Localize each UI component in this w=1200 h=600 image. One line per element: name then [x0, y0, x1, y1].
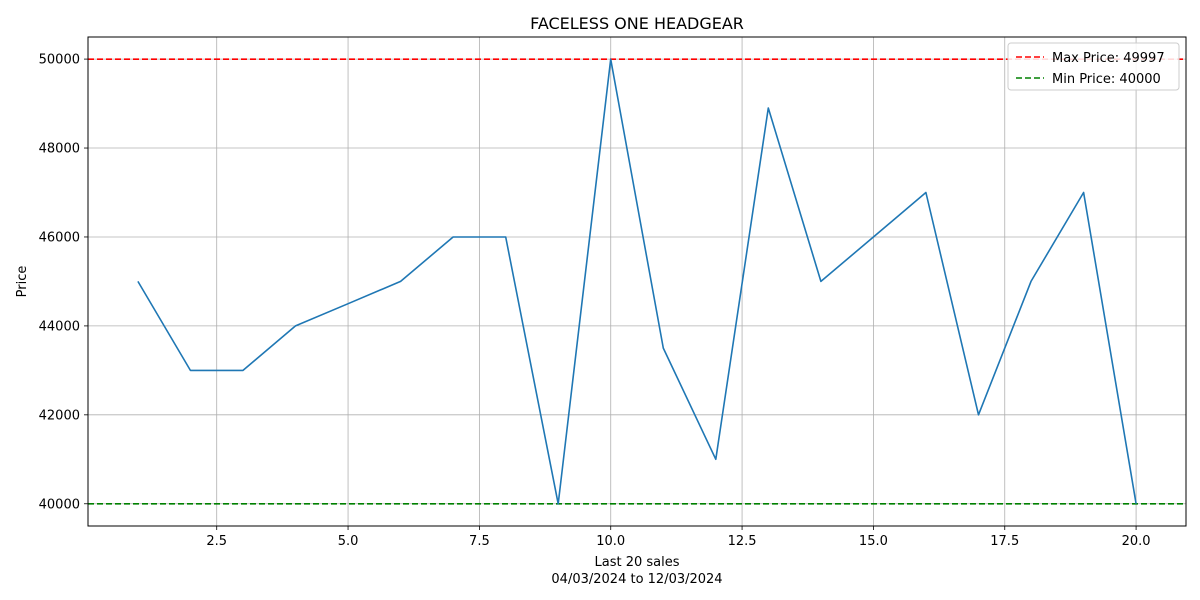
price-series-line [137, 58, 1137, 505]
x-tick-label: 10.0 [596, 534, 625, 549]
x-tick-label: 2.5 [206, 534, 227, 549]
legend-label-min-price: Min Price: 40000 [1052, 72, 1161, 87]
y-tick-label: 44000 [39, 319, 80, 334]
legend-label-max-price: Max Price: 49997 [1052, 51, 1165, 66]
y-tick-label: 48000 [39, 142, 80, 157]
y-tick-label: 40000 [39, 497, 80, 512]
x-tick-label: 12.5 [728, 534, 757, 549]
legend-box [1007, 42, 1180, 91]
x-tick-label: 15.0 [859, 534, 888, 549]
y-tick-label: 42000 [39, 408, 80, 423]
chart-title: FACELESS ONE HEADGEAR [530, 14, 744, 33]
x-axis-date-range: 04/03/2024 to 12/03/2024 [551, 572, 722, 587]
x-axis-label: Last 20 sales [594, 555, 679, 570]
grid [88, 37, 1186, 526]
x-tick-label: 5.0 [338, 534, 359, 549]
y-axis-ticks: 40000 42000 44000 46000 48000 50000 [39, 53, 88, 512]
x-tick-label: 17.5 [990, 534, 1019, 549]
x-tick-label: 7.5 [469, 534, 490, 549]
legend: Max Price: 49997 Min Price: 40000 [1007, 42, 1180, 91]
plot-area-frame [87, 36, 1187, 527]
y-axis-label: Price [15, 266, 30, 298]
reference-lines [88, 58, 1186, 505]
series-layer [137, 58, 1137, 505]
y-tick-label: 46000 [39, 230, 80, 245]
y-tick-label: 50000 [39, 53, 80, 68]
x-axis-ticks: 2.5 5.0 7.5 10.0 12.5 15.0 17.5 20.0 [206, 526, 1151, 549]
x-tick-label: 20.0 [1122, 534, 1151, 549]
